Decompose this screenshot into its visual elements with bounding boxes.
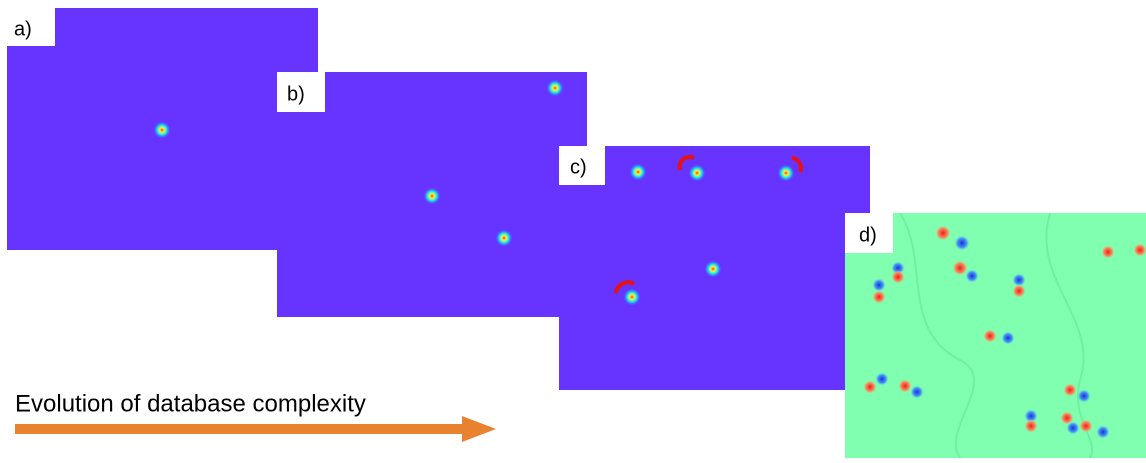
caption: Evolution of database complexity — [15, 390, 366, 417]
panel-label: b) — [287, 83, 305, 105]
panel-label: a) — [14, 18, 32, 40]
panel-label: d) — [859, 224, 877, 246]
panel-c: c) — [559, 146, 870, 390]
panel-d: d) — [845, 212, 1146, 459]
arrow — [15, 416, 496, 442]
panel-label: c) — [570, 156, 587, 178]
panel-a: a) — [7, 8, 318, 250]
panel-b: b) — [277, 72, 587, 317]
